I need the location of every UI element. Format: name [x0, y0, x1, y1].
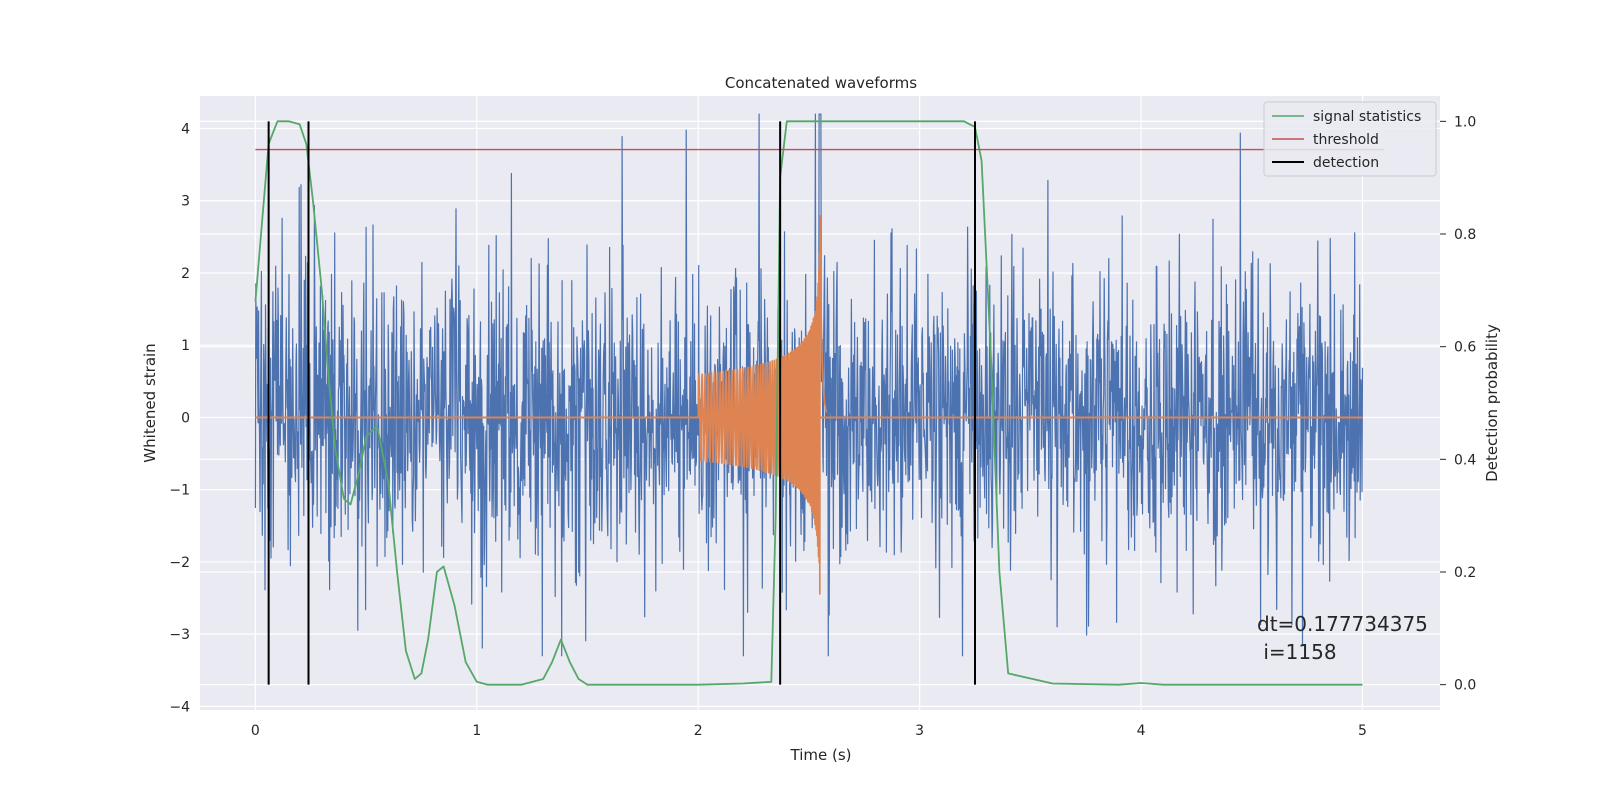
y-tick-label: −4 [169, 699, 190, 715]
y-tick-label: 0 [181, 410, 190, 426]
y2-axis-label: Detection probability [1483, 324, 1501, 482]
chart-title: Concatenated waveforms [725, 74, 917, 92]
injected-signal-line [697, 215, 828, 595]
legend-label-detection: detection [1313, 155, 1379, 171]
annotation-index: i=1158 [1257, 640, 1337, 664]
y-tick-label: 1 [181, 338, 190, 354]
y2-tick-label: 0.6 [1454, 340, 1476, 356]
legend-box [1263, 101, 1437, 177]
annotation-dt: dt=0.177734375 [1257, 612, 1428, 636]
x-tick-label: 3 [915, 723, 924, 739]
x-tick-label: 2 [694, 723, 703, 739]
y-tick-label: −1 [169, 483, 190, 499]
y-tick-label: −3 [169, 627, 190, 643]
legend-label-threshold: threshold [1313, 132, 1379, 148]
x-tick-label: 0 [251, 723, 260, 739]
y2-tick-label: 0.4 [1454, 452, 1476, 468]
y-tick-label: 3 [181, 194, 190, 210]
y2-tick-label: 0.2 [1454, 565, 1476, 581]
detection-layer [255, 121, 1385, 685]
y-tick-label: −2 [169, 555, 190, 571]
y2-tick-label: 0.0 [1454, 678, 1476, 694]
y-tick-label: 4 [181, 122, 190, 138]
x-tick-label: 1 [472, 723, 481, 739]
y2-tick-label: 0.8 [1454, 227, 1476, 243]
axis-ticks: 0 1 2 3 4 5 −4 −3 −2 −1 0 1 2 3 4 0.0 0.2 0.4 0.6 0.8 1.0 [169, 114, 1476, 739]
y-axis-label: Whitened strain [141, 343, 159, 462]
y-tick-label: 2 [181, 266, 190, 282]
legend: signal statistics threshold detection [1263, 101, 1437, 177]
x-tick-label: 5 [1358, 723, 1367, 739]
x-tick-label: 4 [1137, 723, 1146, 739]
x-axis-label: Time (s) [790, 746, 852, 764]
injected-signal-layer [255, 215, 1363, 595]
y2-tick-label: 1.0 [1454, 114, 1476, 130]
legend-label-statistics: signal statistics [1313, 109, 1421, 125]
